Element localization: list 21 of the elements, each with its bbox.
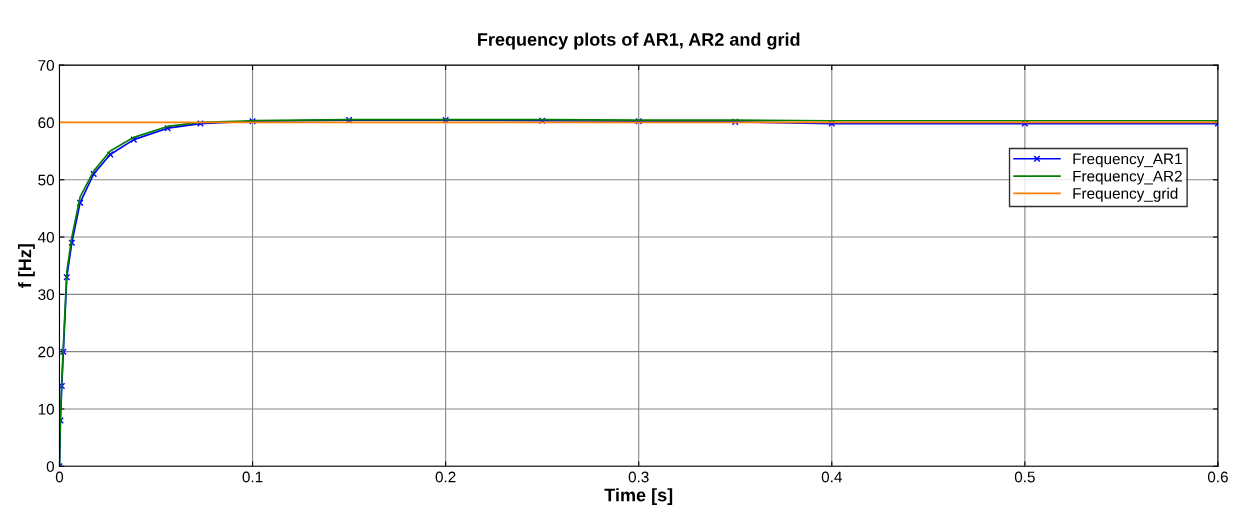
y-tick-label: 70 — [38, 59, 55, 71]
y-tick-label: 40 — [37, 231, 55, 243]
x-tick-label: 0.1 — [242, 471, 263, 483]
legend-label: Frequency_grid — [1073, 187, 1178, 202]
x-tick-label: 0.5 — [1014, 471, 1035, 483]
y-tick-label: 0 — [46, 461, 55, 472]
y-axis-title: f [Hz] — [18, 244, 35, 288]
chart-title: Frequency plots of AR1, AR2 and grid — [478, 32, 800, 50]
legend-label: Frequency_AR2 — [1073, 170, 1182, 185]
y-tick-label: 20 — [38, 346, 55, 358]
y-tick-label: 30 — [38, 289, 55, 301]
x-axis-title: Time [s] — [604, 488, 673, 506]
y-tick-label: 10 — [38, 403, 55, 415]
legend-label: Frequency_AR1 — [1073, 153, 1182, 168]
x-tick-label: 0 — [55, 471, 64, 483]
y-tick-label: 50 — [38, 174, 55, 186]
y-tick-label: 60 — [38, 117, 55, 129]
x-tick-label: 0.6 — [1207, 471, 1228, 483]
x-tick-label: 0.3 — [628, 471, 649, 483]
x-tick-label: 0.4 — [821, 471, 842, 483]
x-tick-label: 0.2 — [435, 471, 456, 483]
